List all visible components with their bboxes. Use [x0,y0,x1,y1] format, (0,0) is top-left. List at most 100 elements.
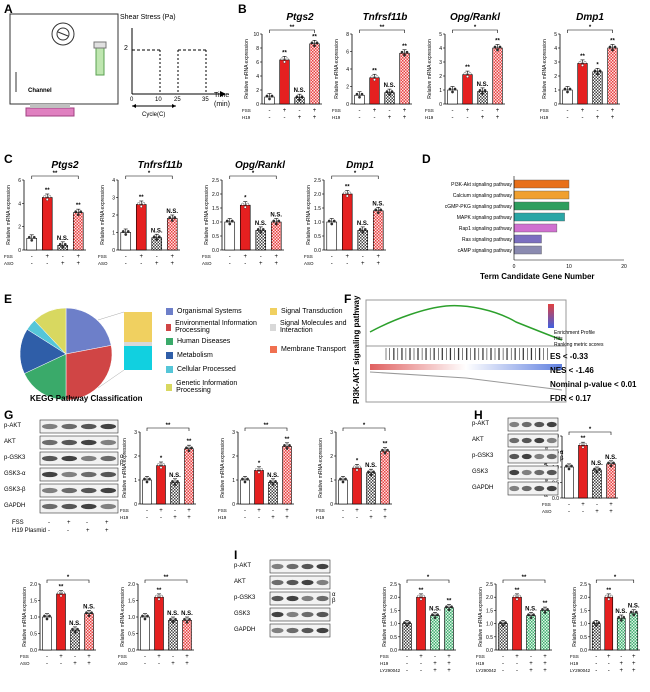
row-value: + [403,108,407,114]
bar [512,596,522,651]
comparison-bracket [452,29,498,33]
bar [402,623,412,651]
bracket-significance: * [589,427,592,433]
row-label: FSS [540,108,549,113]
data-point [188,617,191,621]
data-point [629,610,633,614]
significance-mark: N.S. [151,228,163,234]
blot-band [271,579,284,586]
pathway-label: MAPK signaling pathway [457,215,513,221]
y-tick-label: 1.0 [314,220,321,226]
blot-frame [39,483,119,498]
row-value: + [581,108,585,114]
blot-band-strip [269,591,331,606]
row-value: - [146,508,148,514]
y-tick-label: 4 [439,46,442,52]
data-point [609,464,613,468]
blot-band [521,421,532,428]
bar [42,616,52,651]
pathway-bar [513,201,570,211]
y-axis-label: Relative mRNA expression [122,438,128,498]
data-point [295,95,299,99]
bar-chart-5: 0 2 4 6 Relative mRNA expression ** N.S. ** ** FS… [4,171,86,267]
blot-band [521,485,532,492]
y-axis-label: Relative mRNA expression [572,587,578,647]
significance-mark: ** [59,585,64,591]
data-point [256,228,260,231]
blot-band [80,471,97,478]
y-tick-label: 1.5 [212,206,219,212]
blot-frame [507,417,559,432]
significance-mark: ** [372,68,377,74]
d-xlabel: Term Candidate Gene Number [480,272,595,281]
bar [372,210,384,251]
data-point [348,191,352,195]
blot-band [100,423,117,430]
row-value: + [87,661,91,667]
sub-bar-molecules [124,342,152,346]
data-point [408,621,411,624]
alpha-isoform-mark: α [120,454,124,460]
bar [592,71,603,105]
blot-band [100,439,117,446]
blot-band [509,437,520,444]
panel-letter-C: C [4,152,13,166]
data-point [592,621,596,624]
row-value: - [156,254,158,260]
data-point [374,208,378,212]
data-point [478,89,482,92]
legend-label: Signal Molecules and Interaction [279,320,347,334]
row-value: - [269,115,271,121]
blot-frame [269,575,331,590]
blot-band [61,439,78,446]
row-value: + [76,254,80,260]
f-stat-nes: NES < -1.46 [550,366,594,375]
row-value: + [609,509,613,515]
blot-band [271,611,284,618]
blot-label: p-GSK3 [472,453,494,459]
data-point [142,202,146,205]
y-tick-label: 1.5 [390,608,397,614]
blot-band-strip [39,499,119,514]
data-point [367,470,370,474]
y-tick-label: 0.0 [580,648,587,654]
row-value: - [356,515,358,521]
data-point [170,219,174,222]
bar [592,469,602,499]
bracket-significance: * [614,575,617,581]
data-point [619,618,623,622]
bar-chart-9: 0 1 2 3 Relative mRNA expression * N.S. ** ** FSS… [120,423,196,521]
row-value: + [257,508,261,514]
row-label: FSS [332,108,341,113]
row-label: FSS [542,502,551,507]
significance-mark: ** [465,65,470,71]
bar [578,444,588,499]
y-tick-label: 2 [330,454,333,460]
row-value: - [595,668,597,674]
bar [140,616,150,651]
y-tick-label: 3 [554,60,557,66]
significance-mark: N.S. [372,201,384,207]
row-value: - [46,654,48,660]
y-axis-label: Relative mRNA expression [334,39,340,99]
data-point [543,611,547,614]
significance-mark: N.S. [615,609,627,615]
row-value: - [146,515,148,521]
data-point [280,57,284,61]
y-tick-label: 4 [112,178,115,184]
y-tick-label: 6 [18,178,21,184]
legend-swatch [166,352,173,359]
data-point [76,627,79,631]
y-tick-label: 2.5 [212,178,219,184]
bracket-significance: * [252,171,255,177]
row-value: - [244,508,246,514]
data-point [431,613,434,617]
significance-mark: N.S. [294,88,306,94]
data-point [617,615,621,619]
x-tick-25: 25 [174,97,181,103]
row-value: + [543,661,547,667]
row-value: - [406,668,408,674]
legend-label: Genetic Information Processing [176,380,238,394]
data-point [453,87,457,91]
